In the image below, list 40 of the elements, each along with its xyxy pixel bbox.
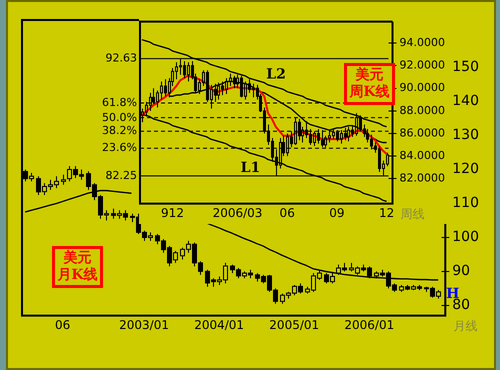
series-label: L1: [240, 160, 260, 176]
y-tick-label: 86.0000: [400, 126, 446, 140]
annotation: 61.8%: [102, 96, 137, 109]
x-tick-label: 06: [280, 206, 295, 220]
annotation: 50.0%: [102, 110, 137, 124]
x-tick-label: 2006/03: [212, 206, 262, 220]
candlestick: [187, 62, 190, 82]
y-tick-label: 130: [452, 127, 480, 144]
x-tick-label: 06: [55, 318, 70, 332]
x-tick-label: 2004/01: [194, 318, 244, 332]
x-tick-label: 2006/01: [344, 318, 394, 332]
y-tick-label: 100: [452, 229, 480, 246]
annotation: 美元月K线: [52, 246, 103, 288]
text: 月线: [453, 318, 478, 335]
y-tick-label: 90.0000: [400, 81, 446, 94]
x-tick-label: 2003/01: [119, 318, 169, 332]
annotation: 38.2%: [102, 124, 137, 138]
candlestick: [175, 62, 178, 80]
y-tick-label: 90: [452, 263, 470, 280]
y-tick-label: 110: [452, 195, 480, 212]
y-tick-label: 94.0000: [400, 36, 446, 49]
y-tick-label: 82.0000: [400, 172, 446, 185]
candlestick: [252, 83, 255, 98]
series-label: L2: [266, 66, 286, 82]
y-tick-label: 140: [452, 93, 480, 110]
x-tick-label: 09: [329, 206, 345, 220]
y-tick-label: 88.0000: [400, 104, 446, 117]
ref-line-label: 82.25: [106, 168, 137, 182]
y-tick-label: 84.0000: [400, 148, 446, 162]
y-tick-label: 150: [452, 59, 480, 76]
x-tick-label: 912: [161, 206, 184, 220]
annotation: 周线: [400, 206, 424, 223]
annotation: 23.6%: [102, 141, 137, 154]
candlestick: [160, 81, 163, 100]
y-tick-label: 120: [452, 161, 480, 178]
x-tick-label: 12: [378, 206, 394, 220]
annotation: 美元周K线: [344, 63, 395, 105]
y-tick-label: 92.0000: [400, 58, 446, 72]
ref-line-label: 92.63: [106, 51, 137, 64]
x-tick-label: 2005/01: [269, 318, 320, 332]
